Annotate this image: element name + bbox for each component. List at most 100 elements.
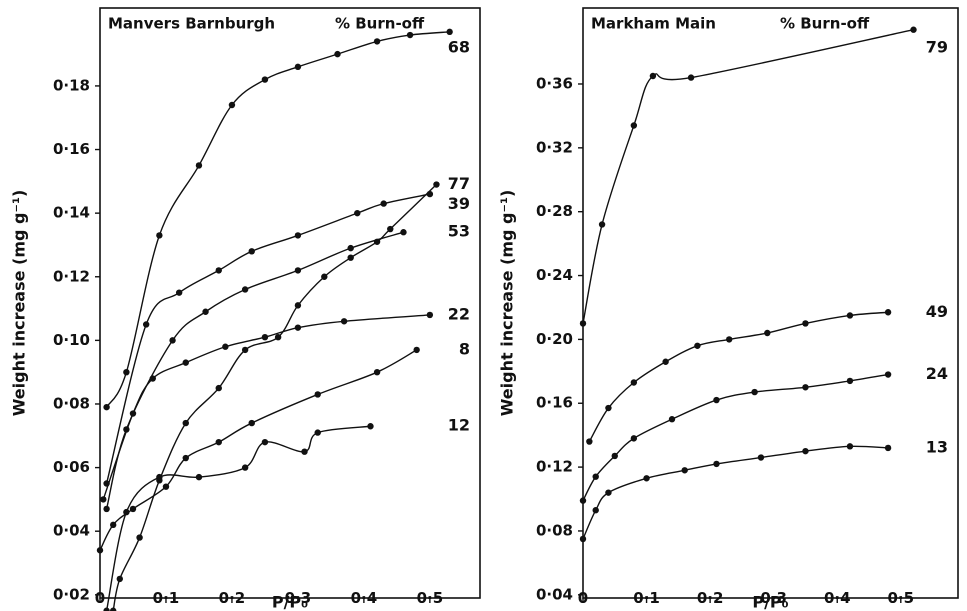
data-point [241, 346, 249, 354]
y-tick-label: 0·06 [53, 458, 90, 476]
series-curve [588, 311, 889, 442]
data-point [446, 28, 453, 36]
data-point [347, 254, 354, 261]
chart-title: Manvers Barnburgh [108, 15, 275, 33]
data-point [123, 508, 130, 516]
data-point [668, 416, 676, 423]
y-tick-label: 0·16 [53, 140, 90, 158]
data-point [605, 489, 612, 496]
data-point [215, 384, 222, 392]
data-point [241, 286, 249, 293]
data-point [687, 74, 695, 81]
x-tick-label: 0·5 [888, 589, 915, 607]
data-point [261, 76, 269, 83]
data-point [215, 438, 222, 446]
data-point [129, 410, 137, 417]
data-point [354, 209, 361, 217]
y-tick-label: 0·12 [53, 267, 90, 285]
series-curve [105, 231, 404, 510]
data-point [162, 483, 170, 490]
plot-frame [99, 7, 481, 599]
data-point [884, 444, 892, 452]
data-point [294, 232, 302, 239]
data-point [910, 26, 917, 33]
data-point [261, 438, 269, 446]
y-tick-label: 0·10 [53, 331, 90, 349]
y-tick-label: 0·14 [53, 204, 90, 222]
data-point [579, 497, 587, 504]
data-point [598, 221, 606, 228]
data-point [757, 454, 765, 461]
data-point [248, 248, 255, 255]
data-point [100, 496, 107, 503]
data-point [301, 448, 308, 455]
x-tick-label: 0·1 [633, 589, 660, 607]
y-tick-label: 0·02 [53, 585, 90, 603]
data-point [605, 404, 612, 412]
data-point [751, 388, 758, 396]
chart-title: Markham Main [591, 15, 716, 33]
data-point [592, 507, 599, 514]
data-point [387, 225, 394, 233]
data-point [592, 473, 599, 480]
data-point [630, 122, 638, 129]
data-point [334, 50, 341, 58]
plot-frame [582, 7, 959, 599]
data-point [426, 190, 434, 198]
series-label: 12 [448, 416, 470, 435]
data-point [649, 72, 657, 80]
y-tick-label: 0·32 [536, 138, 573, 156]
x-tick-label: 0 [578, 589, 588, 607]
series-curve [99, 349, 418, 551]
data-point [182, 419, 189, 427]
data-point [314, 391, 321, 398]
data-point [274, 333, 282, 341]
data-point [182, 359, 189, 366]
data-point [630, 379, 638, 386]
data-point [630, 435, 638, 442]
data-point [103, 403, 110, 411]
series-curve [582, 29, 914, 324]
y-tick-label: 0·28 [536, 202, 573, 220]
data-point [202, 308, 209, 315]
series-curve [582, 373, 889, 501]
data-point [347, 244, 354, 252]
y-tick-label: 0·24 [536, 266, 573, 284]
data-point [802, 447, 809, 455]
series-label: 24 [926, 364, 948, 383]
data-point [169, 337, 176, 344]
data-point [314, 429, 321, 436]
series-label: 53 [448, 222, 470, 241]
x-tick-label: 0·4 [824, 589, 851, 607]
data-point [109, 521, 117, 529]
series-label: 79 [926, 38, 948, 57]
y-tick-label: 0·08 [536, 521, 573, 539]
data-point [123, 368, 130, 376]
x-tick-label: 0 [95, 589, 105, 607]
data-point [662, 358, 669, 365]
data-point [294, 324, 302, 331]
y-tick-label: 0·12 [536, 458, 573, 476]
series-curve [112, 184, 437, 611]
x-tick-label: 0·2 [219, 589, 246, 607]
data-point [195, 473, 203, 481]
data-point [116, 575, 123, 583]
data-point [142, 321, 150, 328]
y-tick-label: 0·20 [536, 330, 573, 348]
data-point [406, 31, 414, 39]
data-point [884, 309, 892, 316]
data-point [681, 467, 688, 474]
data-point [294, 63, 302, 71]
x-axis-label: P/P₀ [272, 593, 308, 611]
x-tick-label: 0·2 [697, 589, 724, 607]
data-point [380, 200, 387, 207]
data-point [182, 454, 189, 462]
data-point [321, 273, 328, 280]
data-point [109, 607, 117, 611]
data-point [103, 505, 110, 513]
series-label: 22 [448, 304, 470, 323]
data-point [215, 267, 222, 274]
data-point [643, 475, 650, 482]
data-point [579, 320, 587, 327]
